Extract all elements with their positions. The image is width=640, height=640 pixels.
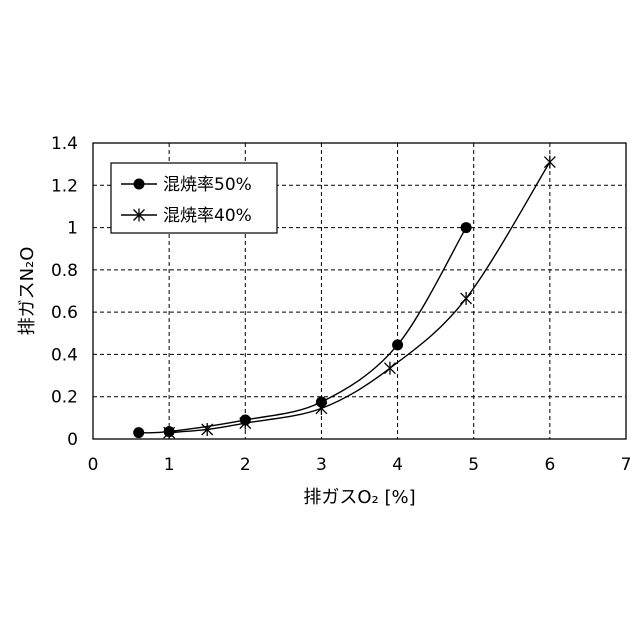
data-point-series-1	[392, 339, 403, 350]
x-tick-label: 4	[392, 455, 403, 475]
x-tick-label: 5	[468, 455, 479, 475]
y-tick-label: 1.4	[51, 134, 78, 154]
x-tick-label: 7	[621, 455, 632, 475]
y-tick-label: 0.8	[51, 261, 78, 281]
data-point-series-2	[316, 402, 327, 415]
y-tick-label: 0.4	[51, 345, 78, 365]
legend-marker	[134, 179, 145, 190]
data-point-series-1	[133, 427, 144, 438]
x-tick-label: 1	[164, 455, 175, 475]
y-tick-label: 0.6	[51, 303, 78, 323]
x-tick-label: 2	[240, 455, 251, 475]
y-tick-labels: 0 0.2 0.4 0.6 0.8 1 1.2 1.4	[51, 134, 78, 450]
y-tick-label: 0	[67, 430, 78, 450]
x-tick-labels: 0 1 2 3 4 5 6 7	[88, 455, 632, 475]
data-point-series-1	[461, 222, 472, 233]
x-tick-label: 6	[544, 455, 555, 475]
x-tick-label: 0	[88, 455, 99, 475]
series-line-1	[139, 228, 466, 433]
legend: 混焼率50% 混焼率40%	[111, 163, 277, 233]
data-point-series-2	[384, 362, 395, 375]
x-axis-label: 排ガスO₂ [%]	[303, 487, 415, 508]
x-tick-label: 3	[316, 455, 327, 475]
legend-entry-label: 混焼率50%	[163, 175, 252, 195]
y-tick-label: 1.2	[51, 176, 78, 196]
y-tick-label: 1	[67, 219, 78, 239]
legend-entry-label: 混焼率40%	[163, 206, 252, 226]
data-point-series-2	[461, 292, 472, 305]
y-tick-label: 0.2	[51, 388, 78, 408]
y-axis-label: 排ガスN₂O	[17, 247, 38, 336]
data-point-series-2	[544, 156, 555, 169]
